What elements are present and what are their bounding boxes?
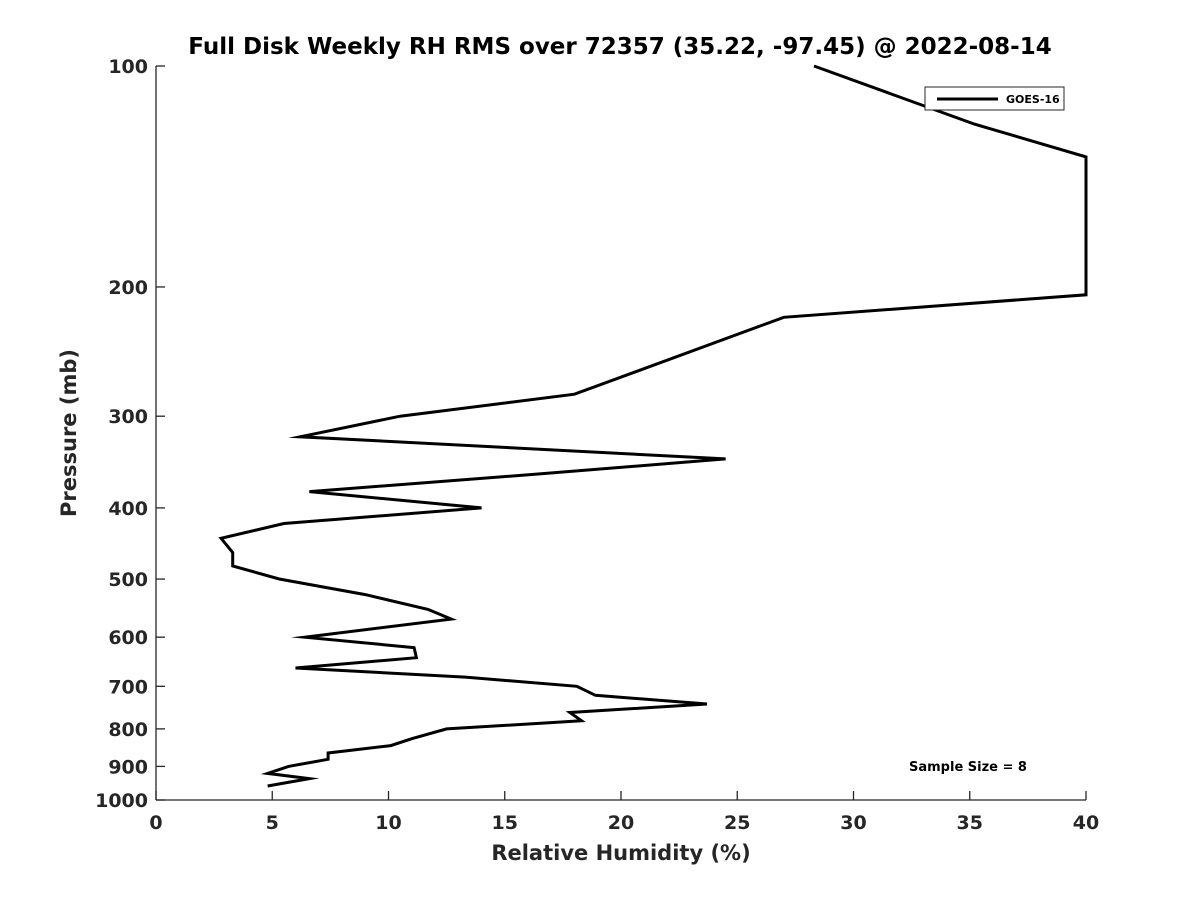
y-tick-label: 600: [108, 627, 148, 649]
legend-label: GOES-16: [1006, 93, 1060, 106]
y-tick-label: 1000: [95, 790, 148, 812]
y-tick-label: 700: [108, 676, 148, 698]
chart-title: Full Disk Weekly RH RMS over 72357 (35.2…: [188, 34, 1051, 60]
y-tick-label: 500: [108, 569, 148, 591]
axes: [155, 66, 1086, 801]
y-tick-label: 200: [108, 277, 148, 299]
x-tick-label: 25: [724, 812, 750, 834]
x-ticks: 0 5 10 15 20 25 30 35 40: [149, 791, 1099, 834]
plot-area: [218, 64, 1088, 788]
y-tick-label: 300: [108, 406, 148, 428]
y-tick-label: 900: [108, 756, 148, 778]
x-tick-label: 40: [1073, 812, 1099, 834]
x-tick-label: 5: [266, 812, 279, 834]
legend: GOES-16: [924, 86, 1065, 111]
y-tick-label: 100: [108, 56, 148, 78]
x-tick-label: 30: [840, 812, 866, 834]
series-line-goes-16: [218, 64, 1088, 788]
x-tick-label: 35: [957, 812, 983, 834]
y-tick-label: 800: [108, 719, 148, 741]
x-tick-label: 0: [149, 812, 162, 834]
y-ticks: 100 200 300 400 500 600 700 800 900 1000: [95, 56, 165, 812]
sample-size-annotation: Sample Size = 8: [909, 760, 1027, 775]
x-axis-label: Relative Humidity (%): [491, 841, 750, 865]
x-tick-label: 15: [492, 812, 518, 834]
x-tick-label: 10: [375, 812, 401, 834]
x-tick-label: 20: [608, 812, 634, 834]
y-tick-label: 400: [108, 498, 148, 520]
y-axis-label: Pressure (mb): [57, 349, 81, 517]
